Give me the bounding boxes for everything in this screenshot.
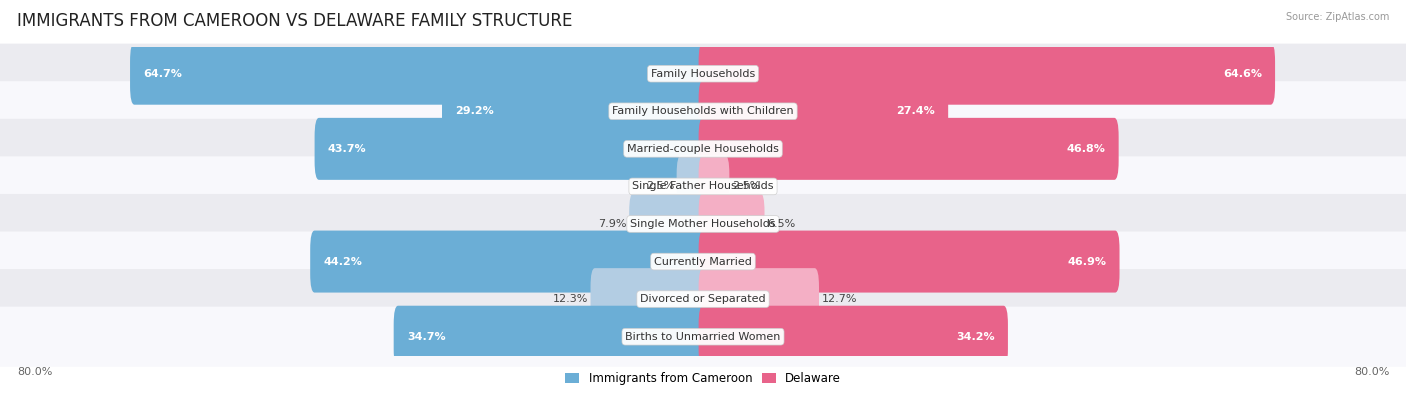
Text: 2.5%: 2.5%	[733, 181, 761, 192]
FancyBboxPatch shape	[699, 231, 1119, 293]
FancyBboxPatch shape	[676, 155, 707, 217]
Text: 43.7%: 43.7%	[328, 144, 367, 154]
FancyBboxPatch shape	[0, 194, 1406, 254]
Text: 44.2%: 44.2%	[323, 257, 363, 267]
Text: Single Mother Households: Single Mother Households	[630, 219, 776, 229]
Text: 34.2%: 34.2%	[956, 332, 995, 342]
FancyBboxPatch shape	[0, 156, 1406, 216]
Text: 7.9%: 7.9%	[598, 219, 627, 229]
FancyBboxPatch shape	[699, 43, 1275, 105]
Text: 46.8%: 46.8%	[1067, 144, 1105, 154]
FancyBboxPatch shape	[630, 193, 707, 255]
Text: 2.5%: 2.5%	[645, 181, 673, 192]
FancyBboxPatch shape	[129, 43, 707, 105]
FancyBboxPatch shape	[394, 306, 707, 368]
Text: 6.5%: 6.5%	[768, 219, 796, 229]
FancyBboxPatch shape	[311, 231, 707, 293]
FancyBboxPatch shape	[591, 268, 707, 330]
Text: 46.9%: 46.9%	[1067, 257, 1107, 267]
Legend: Immigrants from Cameroon, Delaware: Immigrants from Cameroon, Delaware	[565, 372, 841, 385]
FancyBboxPatch shape	[0, 81, 1406, 141]
FancyBboxPatch shape	[441, 80, 707, 142]
FancyBboxPatch shape	[315, 118, 707, 180]
FancyBboxPatch shape	[0, 231, 1406, 292]
Text: Currently Married: Currently Married	[654, 257, 752, 267]
FancyBboxPatch shape	[699, 155, 730, 217]
FancyBboxPatch shape	[699, 306, 1008, 368]
Text: IMMIGRANTS FROM CAMEROON VS DELAWARE FAMILY STRUCTURE: IMMIGRANTS FROM CAMEROON VS DELAWARE FAM…	[17, 12, 572, 30]
Text: Family Households with Children: Family Households with Children	[612, 106, 794, 116]
Text: Married-couple Households: Married-couple Households	[627, 144, 779, 154]
FancyBboxPatch shape	[699, 118, 1119, 180]
Text: 12.3%: 12.3%	[553, 294, 588, 304]
Text: 64.6%: 64.6%	[1223, 69, 1261, 79]
Text: Single Father Households: Single Father Households	[633, 181, 773, 192]
Text: 27.4%: 27.4%	[896, 106, 935, 116]
Text: 12.7%: 12.7%	[821, 294, 858, 304]
FancyBboxPatch shape	[699, 268, 818, 330]
Text: Family Households: Family Households	[651, 69, 755, 79]
FancyBboxPatch shape	[0, 307, 1406, 367]
Text: 80.0%: 80.0%	[1354, 367, 1389, 377]
Text: 29.2%: 29.2%	[456, 106, 494, 116]
Text: 80.0%: 80.0%	[17, 367, 52, 377]
Text: Divorced or Separated: Divorced or Separated	[640, 294, 766, 304]
Text: 34.7%: 34.7%	[406, 332, 446, 342]
FancyBboxPatch shape	[0, 269, 1406, 329]
FancyBboxPatch shape	[0, 119, 1406, 179]
FancyBboxPatch shape	[699, 80, 948, 142]
Text: Births to Unmarried Women: Births to Unmarried Women	[626, 332, 780, 342]
Text: 64.7%: 64.7%	[143, 69, 183, 79]
Text: Source: ZipAtlas.com: Source: ZipAtlas.com	[1285, 12, 1389, 22]
FancyBboxPatch shape	[0, 43, 1406, 104]
FancyBboxPatch shape	[699, 193, 765, 255]
